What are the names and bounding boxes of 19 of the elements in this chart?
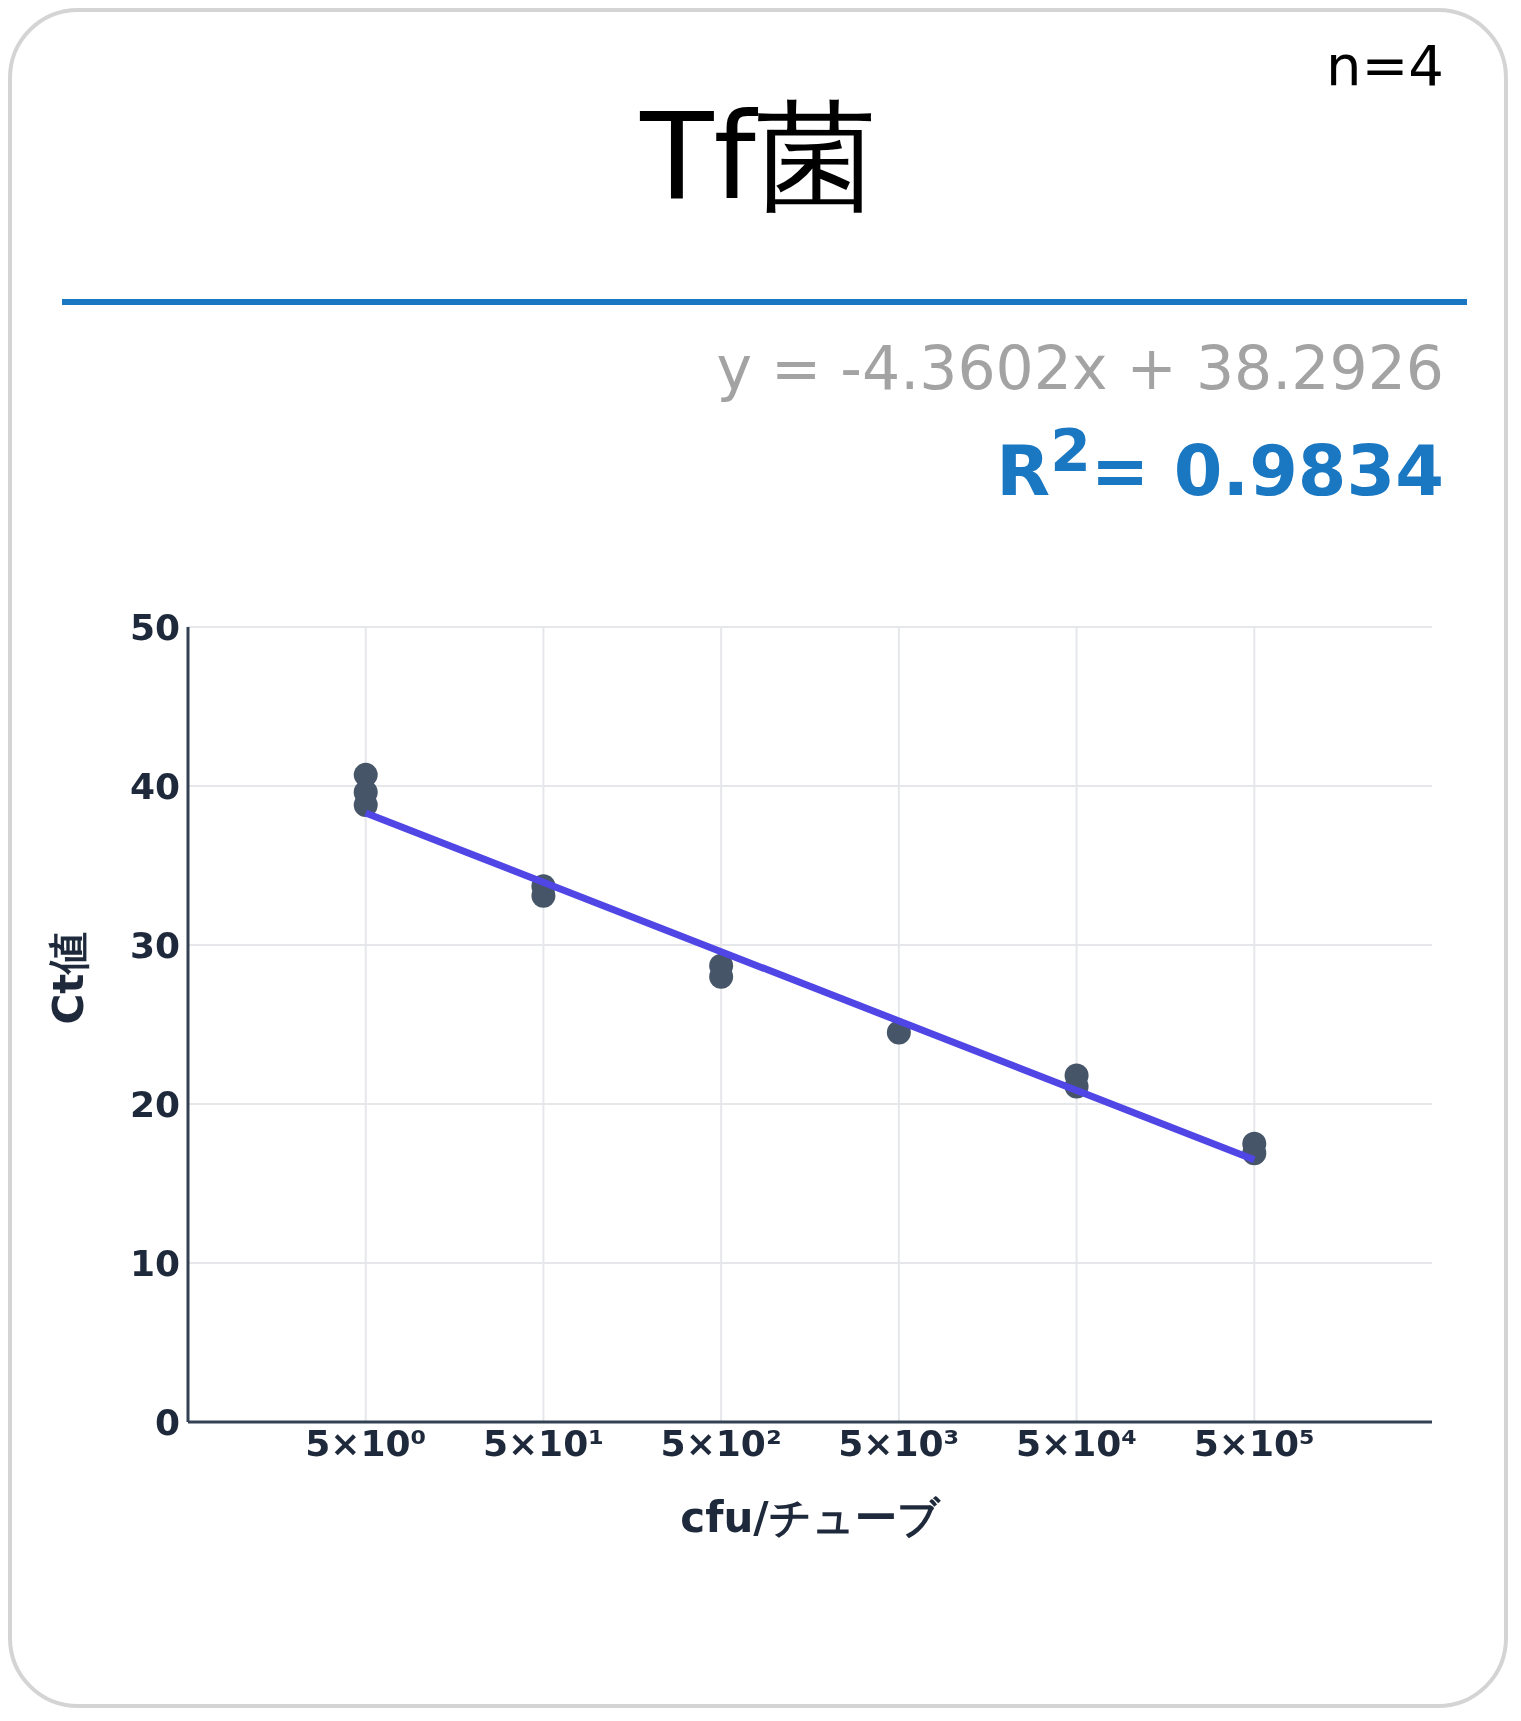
y-tick-label: 0 bbox=[154, 1401, 180, 1443]
y-axis-title: Ct値 bbox=[43, 931, 93, 1025]
card-frame: Tf菌 y = -4.3602x + 38.2926 R$^{2}$= 0.9834 n=4 5×10⁰ 5×10¹ 5×10² 5×10³ 5×10⁴ 5×10⁵ cfu/チューブ 0 10 20 30 40 50 Ct値 bbox=[8, 8, 1508, 1708]
text: R$^{2}$= 0.9834 bbox=[996, 417, 1444, 513]
x-tick-label: 5×10¹ bbox=[482, 1422, 604, 1464]
y-tick-label: 10 bbox=[129, 1242, 180, 1284]
text: y = -4.3602x + 38.2926 bbox=[716, 333, 1444, 403]
x-tick-label: 5×10⁰ bbox=[305, 1422, 427, 1464]
y-tick-label: 40 bbox=[129, 765, 180, 807]
x-tick-label: 5×10³ bbox=[838, 1422, 960, 1464]
x-axis-title: cfu/チューブ bbox=[680, 1493, 941, 1542]
x-tick-label: 5×10² bbox=[660, 1422, 782, 1464]
x-tick-label: 5×10⁴ bbox=[1016, 1422, 1138, 1464]
y-tick-label: 30 bbox=[129, 924, 180, 966]
y-tick-label: 20 bbox=[129, 1083, 180, 1125]
text: n=4 bbox=[1325, 33, 1444, 98]
chart-title: Tf菌 bbox=[640, 87, 876, 226]
x-tick-label: 5×10⁵ bbox=[1193, 1422, 1315, 1464]
y-tick-label: 50 bbox=[129, 606, 180, 648]
